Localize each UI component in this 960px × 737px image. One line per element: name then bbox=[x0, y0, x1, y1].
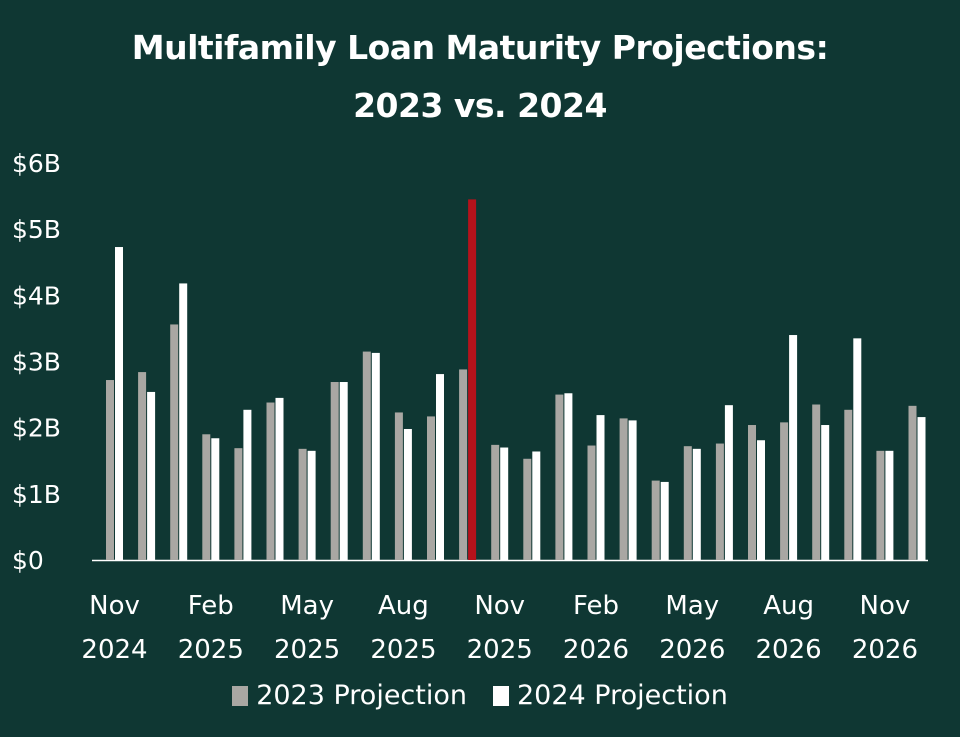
bar-2023-projection bbox=[555, 394, 564, 560]
x-tick-label-month: Nov bbox=[89, 591, 140, 621]
bar-2023-projection bbox=[427, 416, 435, 560]
bar-2023-projection bbox=[876, 450, 885, 560]
bar-2024-projection bbox=[436, 374, 444, 560]
chart-title: Multifamily Loan Maturity Projections: bbox=[131, 28, 829, 67]
bar-2024-projection bbox=[628, 420, 637, 560]
x-tick-label-year: 2025 bbox=[178, 635, 244, 665]
x-tick-label-month: Nov bbox=[474, 591, 525, 621]
bar-2024-projection bbox=[564, 393, 573, 560]
bar-highlight bbox=[468, 199, 477, 560]
bar-2024-projection bbox=[660, 481, 669, 560]
y-tick-label: $3B bbox=[12, 348, 61, 377]
legend-item-2023: 2023 Projection bbox=[232, 680, 467, 711]
x-tick-label-year: 2026 bbox=[756, 635, 822, 665]
bar-2023-projection bbox=[459, 369, 468, 560]
y-tick-label: $2B bbox=[12, 414, 61, 443]
bar-2023-projection bbox=[394, 412, 403, 560]
bar-2024-projection bbox=[307, 450, 316, 560]
bar-2023-projection bbox=[234, 448, 243, 560]
x-tick-label-month: Aug bbox=[378, 591, 429, 621]
x-tick-label-year: 2025 bbox=[274, 635, 340, 665]
y-tick-label: $1B bbox=[12, 480, 61, 509]
x-tick-label-month: Feb bbox=[573, 591, 619, 621]
bar-2024-projection bbox=[147, 391, 156, 560]
bar-2023-projection bbox=[362, 351, 371, 560]
bar-2023-projection bbox=[844, 409, 853, 560]
bar-2024-projection bbox=[371, 352, 380, 560]
bar-2023-projection bbox=[748, 425, 756, 560]
legend: 2023 Projection 2024 Projection bbox=[0, 680, 960, 711]
bar-2024-projection bbox=[275, 397, 284, 560]
x-tick-label-year: 2025 bbox=[467, 635, 533, 665]
legend-label-2023: 2023 Projection bbox=[256, 680, 467, 711]
x-tick-label-month: Nov bbox=[860, 591, 911, 621]
legend-swatch-2023 bbox=[232, 685, 249, 706]
bar-2024-projection bbox=[757, 440, 765, 560]
bar-2024-projection bbox=[403, 428, 412, 560]
bar-2024-projection bbox=[789, 335, 798, 560]
x-tick-label-year: 2026 bbox=[659, 635, 725, 665]
bar-2023-projection bbox=[812, 404, 821, 560]
bar-2023-projection bbox=[683, 446, 692, 560]
bar-2024-projection bbox=[596, 415, 605, 560]
bar-2024-projection bbox=[821, 425, 830, 560]
bar-2024-projection bbox=[532, 451, 541, 560]
bar-2024-projection bbox=[885, 450, 894, 560]
bar-2023-projection bbox=[908, 405, 917, 560]
bar-2023-projection bbox=[330, 382, 339, 560]
bar-2023-projection bbox=[619, 418, 628, 560]
x-tick-label-month: May bbox=[665, 591, 719, 621]
bar-2024-projection bbox=[115, 247, 123, 560]
x-tick-label-month: May bbox=[280, 591, 334, 621]
y-tick-label: $4B bbox=[12, 281, 61, 310]
bar-2024-projection bbox=[917, 417, 926, 560]
y-tick-label: $6B bbox=[12, 149, 61, 178]
bar-2023-projection bbox=[651, 480, 660, 560]
bar-2023-projection bbox=[780, 422, 789, 560]
bar-2024-projection bbox=[724, 405, 733, 560]
bar-2024-projection bbox=[211, 438, 220, 560]
bar-2024-projection bbox=[853, 338, 862, 560]
x-tick-label-year: 2026 bbox=[563, 635, 629, 665]
bar-2023-projection bbox=[491, 444, 500, 560]
bar-2023-projection bbox=[106, 380, 114, 560]
bar-2024-projection bbox=[243, 409, 252, 560]
chart-subtitle: 2023 vs. 2024 bbox=[353, 86, 607, 125]
y-tick-label: $5B bbox=[12, 215, 61, 244]
bar-2023-projection bbox=[715, 443, 724, 560]
bar-2024-projection bbox=[179, 283, 188, 560]
bar-2023-projection bbox=[587, 445, 596, 560]
bar-2023-projection bbox=[266, 402, 275, 560]
bar-2024-projection bbox=[500, 447, 509, 560]
legend-item-2024: 2024 Projection bbox=[493, 680, 728, 711]
bar-2023-projection bbox=[138, 372, 147, 560]
y-tick-label: $0 bbox=[12, 546, 44, 575]
bar-2023-projection bbox=[202, 434, 211, 560]
bar-2024-projection bbox=[339, 382, 348, 560]
x-tick-label-year: 2024 bbox=[81, 635, 147, 665]
x-tick-label-year: 2026 bbox=[852, 635, 918, 665]
bar-2023-projection bbox=[523, 458, 532, 560]
legend-label-2024: 2024 Projection bbox=[517, 680, 728, 711]
x-tick-label-month: Feb bbox=[188, 591, 234, 621]
x-tick-label-year: 2025 bbox=[370, 635, 436, 665]
bar-2023-projection bbox=[298, 448, 307, 560]
bar-2024-projection bbox=[692, 448, 701, 560]
x-tick-label-month: Aug bbox=[763, 591, 814, 621]
bar-2023-projection bbox=[170, 324, 179, 560]
legend-swatch-2024 bbox=[493, 685, 509, 706]
